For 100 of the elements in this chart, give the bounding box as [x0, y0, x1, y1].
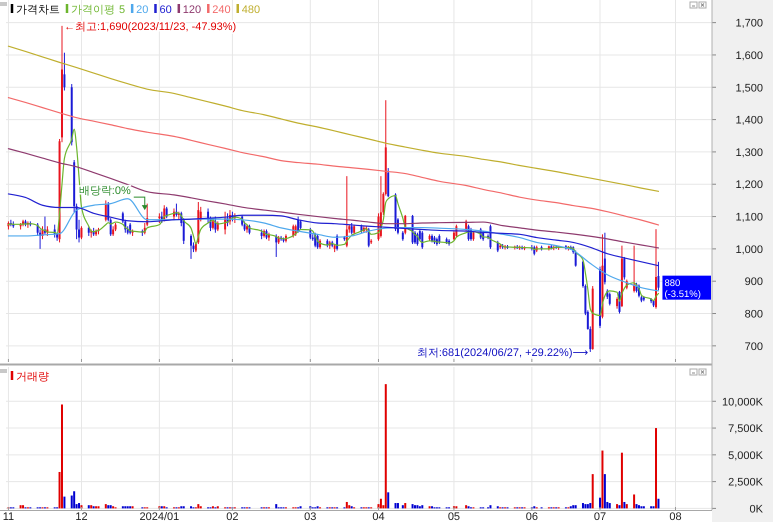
- bar: [414, 505, 416, 508]
- bar: [60, 404, 63, 508]
- legend-label: 20: [136, 4, 148, 16]
- bar: [584, 504, 586, 508]
- bar: [616, 504, 618, 508]
- candlestick: [574, 250, 577, 268]
- candlestick: [260, 228, 263, 240]
- bar: [636, 504, 638, 508]
- candlestick: [80, 226, 82, 240]
- x-tick-label: 12: [75, 511, 88, 522]
- bar: [384, 384, 387, 508]
- bar: [70, 496, 73, 508]
- bar: [110, 505, 112, 508]
- legend-label: 240: [212, 4, 231, 16]
- line-series: [8, 198, 660, 292]
- y-tick-label: 900: [744, 276, 763, 288]
- legend-label: 60: [159, 4, 172, 16]
- line-series: [8, 148, 660, 249]
- candlestick: [63, 52, 66, 91]
- y-tick-label: 1,100: [735, 212, 763, 224]
- x-tick-label: 06: [526, 511, 538, 522]
- bar: [73, 491, 76, 508]
- y-tick-label: 1,700: [735, 18, 763, 30]
- legend-label: 480: [242, 4, 260, 16]
- y-tick-label: 7,500K: [728, 423, 764, 436]
- bar: [582, 503, 584, 508]
- bar: [346, 502, 348, 508]
- bar: [90, 505, 92, 508]
- y-tick-label: 1,500: [735, 82, 763, 94]
- bar: [348, 505, 350, 508]
- bar: [608, 503, 611, 508]
- y-tick-label: 1,300: [735, 146, 763, 159]
- bar: [572, 505, 574, 508]
- y-tick-label: 0K: [750, 503, 764, 516]
- bar: [601, 450, 604, 508]
- candlestick: [112, 226, 114, 236]
- candlestick: [190, 234, 192, 260]
- x-tick-label: 05: [448, 511, 460, 522]
- candlestick: [194, 242, 197, 253]
- annotation: ←최고:1,690(2023/11/23, -47.93%): [64, 20, 236, 33]
- bar: [404, 503, 406, 508]
- bar: [394, 503, 397, 508]
- x-tick-label: 04: [372, 511, 385, 522]
- line-series: [8, 128, 660, 316]
- y-tick-label: 700: [744, 340, 763, 353]
- bar: [396, 503, 399, 508]
- y-tick-label: 5,000K: [728, 450, 764, 462]
- bar: [421, 505, 424, 508]
- bar: [626, 504, 628, 508]
- bar: [275, 504, 278, 508]
- bar: [416, 505, 418, 508]
- annotation: 최저:681(2024/06/27, +29.22%)⟶: [416, 346, 588, 359]
- bar: [107, 505, 110, 508]
- candlestick: [212, 219, 214, 230]
- candlestick: [402, 230, 404, 242]
- chart-title: 가격차트: [16, 4, 60, 16]
- candlestick: [616, 296, 618, 310]
- bar: [88, 505, 90, 508]
- bar: [387, 492, 390, 508]
- y-tick-label: 1,600: [735, 50, 763, 62]
- annotation: 880 (-3.51%): [664, 278, 701, 300]
- bar: [586, 504, 589, 508]
- bar: [402, 505, 404, 508]
- y-tick-label: 1,000: [735, 244, 763, 256]
- legend-label: 120: [182, 4, 202, 16]
- y-tick-label: 10,000K: [722, 396, 764, 408]
- candlestick: [608, 292, 611, 306]
- legend-title: 가격이평: [71, 4, 115, 16]
- candlestick: [158, 212, 160, 224]
- bar: [380, 498, 382, 508]
- y-tick-label: 2,500K: [728, 476, 764, 489]
- y-tick-label: 800: [744, 308, 763, 321]
- bar: [620, 452, 623, 508]
- x-tick-label: 11: [2, 511, 14, 522]
- bar: [633, 494, 636, 508]
- x-tick-label: 03: [304, 511, 316, 522]
- bar: [592, 474, 594, 508]
- bar: [412, 504, 414, 508]
- x-tick-label: 2024/01: [139, 511, 180, 522]
- bar: [657, 498, 660, 508]
- bar: [63, 496, 66, 508]
- bar: [589, 503, 592, 508]
- candlestick: [353, 224, 356, 235]
- text: 5: [119, 4, 126, 16]
- bar: [20, 505, 22, 508]
- candlestick: [300, 219, 302, 230]
- candlestick: [350, 222, 353, 235]
- bar: [623, 502, 626, 508]
- x-tick-label: 02: [226, 511, 239, 522]
- line-series: [8, 97, 660, 226]
- candlestick: [387, 168, 390, 198]
- candlestick: [421, 230, 424, 250]
- y-tick-label: 1,200: [735, 179, 763, 192]
- x-tick-label: 07: [594, 511, 606, 522]
- bar: [465, 505, 468, 508]
- x-tick-label: 08: [669, 511, 682, 522]
- bar: [599, 498, 602, 508]
- bar: [197, 504, 200, 508]
- y-tick-label: 1,400: [735, 114, 763, 127]
- legend-label: 거래량: [16, 371, 49, 383]
